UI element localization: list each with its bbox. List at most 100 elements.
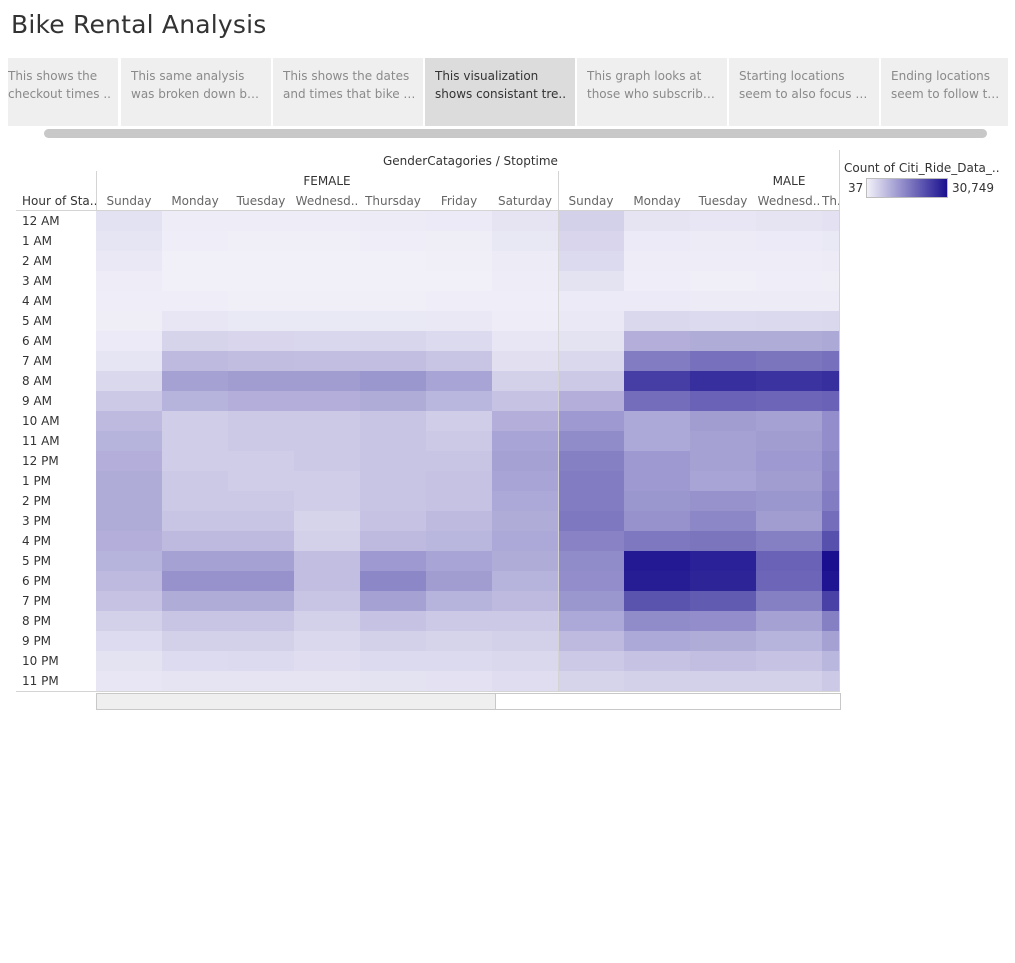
heat-cell-female-3-3[interactable] xyxy=(228,271,294,291)
heat-cell-male-2-6[interactable] xyxy=(624,331,690,351)
heat-cell-male-2-22[interactable] xyxy=(624,651,690,671)
heat-cell-male-5-13[interactable] xyxy=(822,471,839,491)
heat-cell-male-3-14[interactable] xyxy=(690,491,756,511)
heat-cell-female-6-3[interactable] xyxy=(426,271,492,291)
heat-cell-female-2-15[interactable] xyxy=(162,511,228,531)
heat-cell-female-1-9[interactable] xyxy=(96,391,162,411)
heat-cell-male-3-5[interactable] xyxy=(690,311,756,331)
heat-cell-male-1-5[interactable] xyxy=(558,311,624,331)
heat-cell-female-3-16[interactable] xyxy=(228,531,294,551)
heat-cell-male-2-9[interactable] xyxy=(624,391,690,411)
heat-cell-male-5-12[interactable] xyxy=(822,451,839,471)
heat-cell-female-6-5[interactable] xyxy=(426,311,492,331)
heat-cell-female-7-10[interactable] xyxy=(492,411,558,431)
heat-cell-female-6-14[interactable] xyxy=(426,491,492,511)
heat-cell-female-4-0[interactable] xyxy=(294,211,360,231)
heat-cell-female-2-17[interactable] xyxy=(162,551,228,571)
heat-cell-male-2-17[interactable] xyxy=(624,551,690,571)
heat-cell-male-1-23[interactable] xyxy=(558,671,624,691)
heat-cell-female-4-12[interactable] xyxy=(294,451,360,471)
heat-cell-female-2-11[interactable] xyxy=(162,431,228,451)
heat-cell-female-5-22[interactable] xyxy=(360,651,426,671)
heat-cell-male-1-6[interactable] xyxy=(558,331,624,351)
heat-cell-female-2-1[interactable] xyxy=(162,231,228,251)
heat-cell-female-3-22[interactable] xyxy=(228,651,294,671)
heat-cell-female-4-11[interactable] xyxy=(294,431,360,451)
heat-cell-male-4-20[interactable] xyxy=(756,611,822,631)
heat-cell-female-2-22[interactable] xyxy=(162,651,228,671)
heat-cell-male-2-7[interactable] xyxy=(624,351,690,371)
heat-cell-male-1-17[interactable] xyxy=(558,551,624,571)
heat-cell-female-3-17[interactable] xyxy=(228,551,294,571)
heat-cell-male-3-9[interactable] xyxy=(690,391,756,411)
heat-cell-female-1-21[interactable] xyxy=(96,631,162,651)
heat-cell-female-4-9[interactable] xyxy=(294,391,360,411)
heat-cell-male-4-3[interactable] xyxy=(756,271,822,291)
heat-cell-female-2-18[interactable] xyxy=(162,571,228,591)
heat-cell-male-1-4[interactable] xyxy=(558,291,624,311)
heat-cell-male-3-10[interactable] xyxy=(690,411,756,431)
heat-cell-male-5-22[interactable] xyxy=(822,651,839,671)
heat-cell-male-4-16[interactable] xyxy=(756,531,822,551)
heat-cell-male-3-11[interactable] xyxy=(690,431,756,451)
heat-cell-female-2-7[interactable] xyxy=(162,351,228,371)
heat-cell-female-5-11[interactable] xyxy=(360,431,426,451)
heat-cell-female-3-23[interactable] xyxy=(228,671,294,691)
heat-cell-female-1-19[interactable] xyxy=(96,591,162,611)
heat-cell-female-7-2[interactable] xyxy=(492,251,558,271)
heat-cell-male-5-2[interactable] xyxy=(822,251,839,271)
heat-cell-female-1-12[interactable] xyxy=(96,451,162,471)
heat-cell-female-5-0[interactable] xyxy=(360,211,426,231)
heat-cell-female-1-1[interactable] xyxy=(96,231,162,251)
heat-cell-male-4-6[interactable] xyxy=(756,331,822,351)
heat-cell-male-1-0[interactable] xyxy=(558,211,624,231)
heat-cell-female-7-6[interactable] xyxy=(492,331,558,351)
heat-cell-female-5-1[interactable] xyxy=(360,231,426,251)
heat-cell-male-5-15[interactable] xyxy=(822,511,839,531)
heat-cell-male-1-9[interactable] xyxy=(558,391,624,411)
heat-cell-female-3-21[interactable] xyxy=(228,631,294,651)
heat-cell-female-3-13[interactable] xyxy=(228,471,294,491)
heat-cell-female-3-9[interactable] xyxy=(228,391,294,411)
heat-cell-male-2-4[interactable] xyxy=(624,291,690,311)
heat-cell-female-7-14[interactable] xyxy=(492,491,558,511)
heat-cell-male-2-19[interactable] xyxy=(624,591,690,611)
heat-cell-female-6-8[interactable] xyxy=(426,371,492,391)
heat-cell-female-5-20[interactable] xyxy=(360,611,426,631)
heat-cell-female-6-18[interactable] xyxy=(426,571,492,591)
heat-cell-female-7-17[interactable] xyxy=(492,551,558,571)
heat-cell-female-2-2[interactable] xyxy=(162,251,228,271)
heat-cell-male-4-13[interactable] xyxy=(756,471,822,491)
heat-cell-female-7-21[interactable] xyxy=(492,631,558,651)
heat-cell-female-1-2[interactable] xyxy=(96,251,162,271)
heat-cell-female-4-5[interactable] xyxy=(294,311,360,331)
heat-cell-male-3-2[interactable] xyxy=(690,251,756,271)
heat-cell-female-2-19[interactable] xyxy=(162,591,228,611)
heat-cell-male-1-21[interactable] xyxy=(558,631,624,651)
heat-cell-female-3-7[interactable] xyxy=(228,351,294,371)
heat-cell-female-1-0[interactable] xyxy=(96,211,162,231)
heat-cell-female-3-11[interactable] xyxy=(228,431,294,451)
heat-cell-female-1-10[interactable] xyxy=(96,411,162,431)
heat-cell-female-6-7[interactable] xyxy=(426,351,492,371)
heat-cell-male-1-14[interactable] xyxy=(558,491,624,511)
heat-cell-female-2-9[interactable] xyxy=(162,391,228,411)
heat-cell-male-3-0[interactable] xyxy=(690,211,756,231)
heat-cell-female-6-0[interactable] xyxy=(426,211,492,231)
heat-cell-male-2-5[interactable] xyxy=(624,311,690,331)
heat-cell-male-5-16[interactable] xyxy=(822,531,839,551)
heat-cell-male-4-9[interactable] xyxy=(756,391,822,411)
heat-cell-female-7-3[interactable] xyxy=(492,271,558,291)
heat-cell-female-1-23[interactable] xyxy=(96,671,162,691)
heat-cell-male-5-21[interactable] xyxy=(822,631,839,651)
heat-cell-male-4-10[interactable] xyxy=(756,411,822,431)
heat-cell-female-6-21[interactable] xyxy=(426,631,492,651)
heat-cell-male-5-1[interactable] xyxy=(822,231,839,251)
heat-cell-female-5-5[interactable] xyxy=(360,311,426,331)
heat-cell-male-1-12[interactable] xyxy=(558,451,624,471)
heat-cell-male-1-2[interactable] xyxy=(558,251,624,271)
heat-cell-female-6-20[interactable] xyxy=(426,611,492,631)
heat-cell-male-2-21[interactable] xyxy=(624,631,690,651)
heat-cell-male-5-11[interactable] xyxy=(822,431,839,451)
heat-cell-female-1-17[interactable] xyxy=(96,551,162,571)
